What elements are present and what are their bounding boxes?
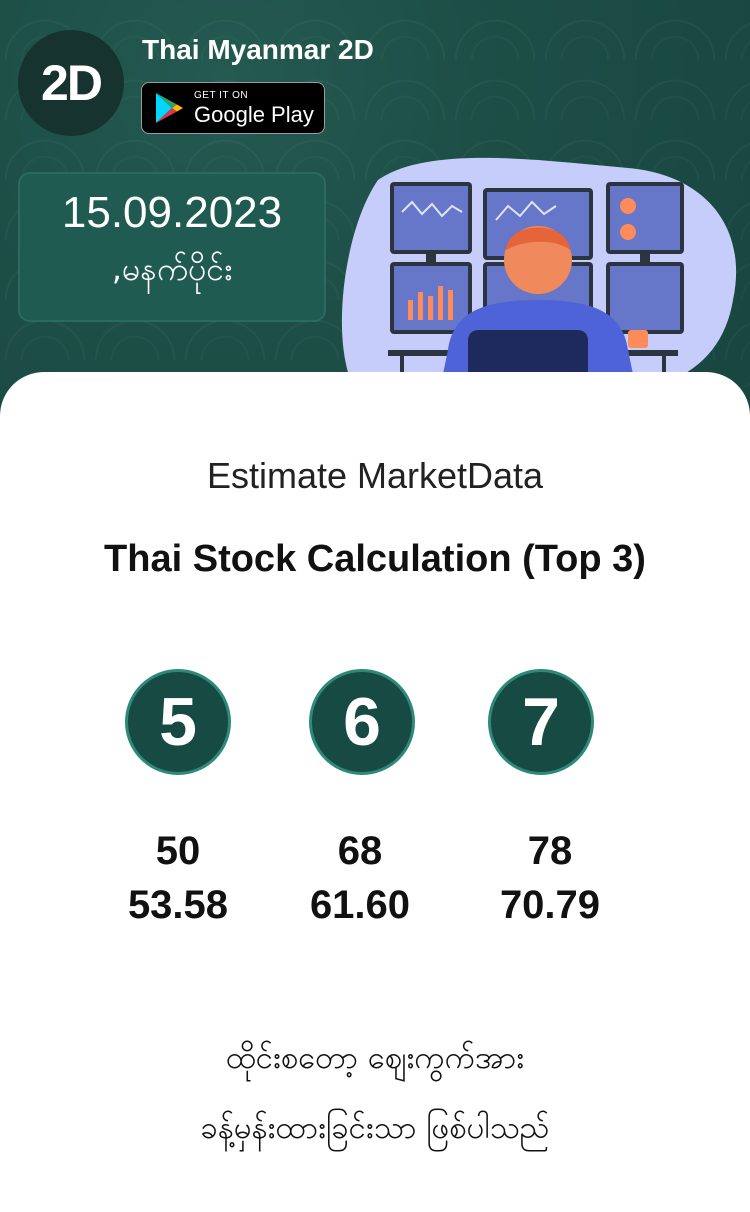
result-price: 53.58 bbox=[127, 883, 229, 927]
result-value: 50 bbox=[155, 829, 201, 873]
app-logo: 2D bbox=[18, 30, 124, 136]
google-play-icon bbox=[156, 93, 183, 123]
app-title: Thai Myanmar 2D bbox=[142, 34, 374, 65]
google-play-badge[interactable]: GET IT ON Google Play bbox=[141, 82, 325, 134]
date-box: 15.09.2023 ,မနက်ပိုင်း bbox=[18, 172, 326, 322]
result-price: 70.79 bbox=[499, 883, 601, 927]
result-column-2: 68 61.60 bbox=[275, 824, 445, 932]
result-value: 78 bbox=[527, 829, 573, 873]
digit-ball-3: 7 bbox=[488, 669, 594, 775]
content-card bbox=[0, 372, 750, 1212]
trader-monitors-illustration bbox=[341, 157, 737, 398]
result-column-3: 78 70.79 bbox=[465, 824, 635, 932]
session-text: ,မနက်ပိုင်း bbox=[111, 250, 233, 288]
section-title: Thai Stock Calculation (Top 3) bbox=[104, 538, 646, 580]
digit-ball-2: 6 bbox=[309, 669, 415, 775]
badge-small-text: GET IT ON bbox=[194, 89, 249, 101]
result-price: 61.60 bbox=[309, 883, 411, 927]
date-text: 15.09.2023 bbox=[61, 188, 283, 237]
subtitle: Estimate MarketData bbox=[206, 455, 544, 496]
disclaimer-line-1: ထိုင်းစတော့ ဈေးကွက်အား bbox=[225, 1040, 525, 1076]
header-banner: 2D Thai Myanmar 2D GET IT ON Google Play… bbox=[0, 0, 750, 420]
badge-big-text: Google Play bbox=[194, 101, 314, 127]
result-column-1: 50 53.58 bbox=[93, 824, 263, 932]
disclaimer-line-2: ခန့်မှန်းထားခြင်းသာ ဖြစ်ပါသည် bbox=[200, 1110, 550, 1146]
digit-ball-1: 5 bbox=[125, 669, 231, 775]
result-value: 68 bbox=[337, 829, 383, 873]
